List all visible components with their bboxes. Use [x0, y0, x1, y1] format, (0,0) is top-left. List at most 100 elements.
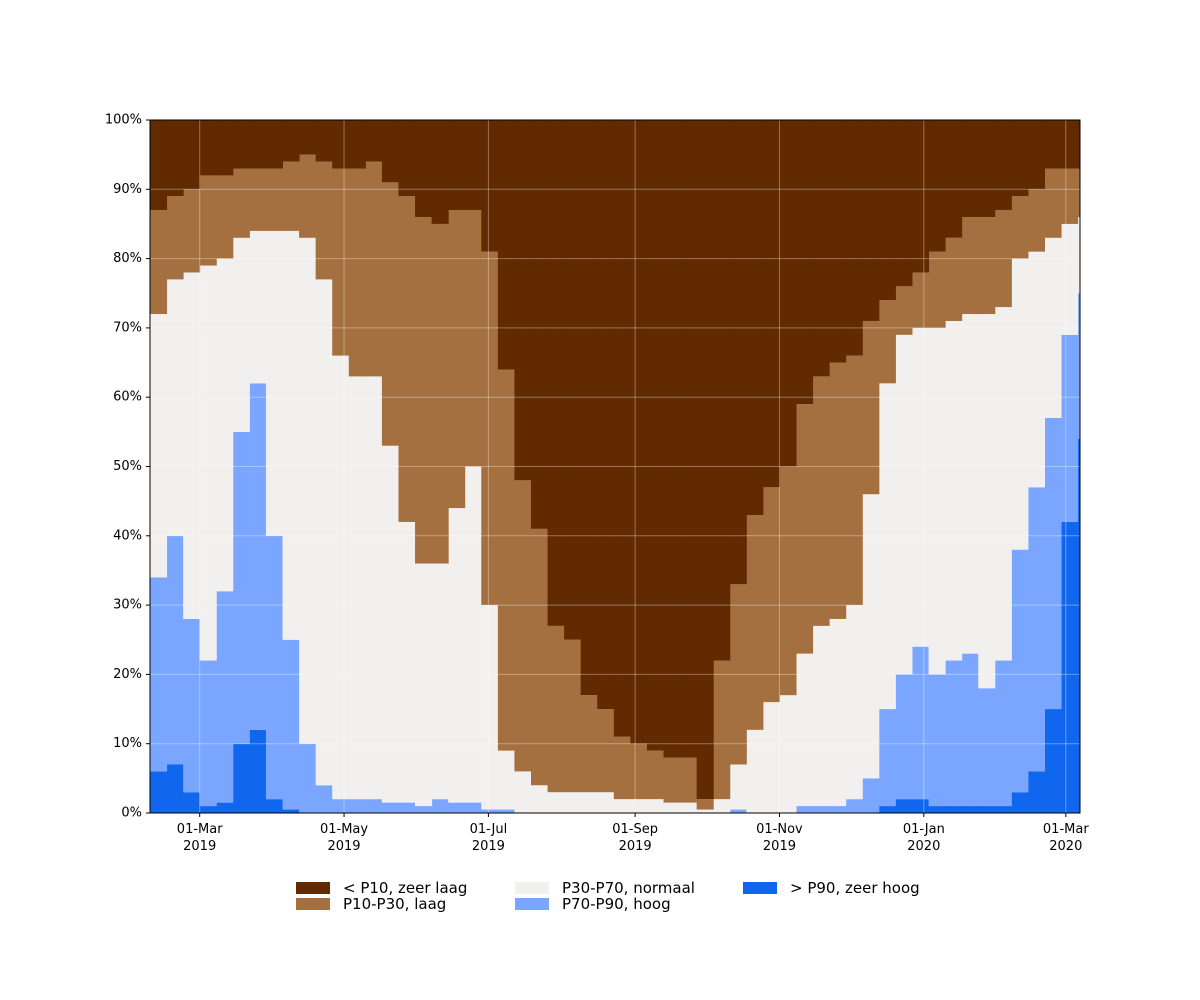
area-step	[448, 508, 466, 803]
area-step	[829, 806, 847, 813]
area-step	[183, 189, 201, 273]
area-step	[448, 210, 466, 509]
legend-label: > P90, zeer hoog	[790, 879, 920, 897]
area-step	[415, 120, 433, 218]
area-step	[348, 168, 366, 377]
area-step	[1044, 709, 1062, 813]
area-step	[630, 799, 648, 813]
area-step	[265, 799, 284, 813]
legend-item: < P10, zeer laag	[296, 879, 467, 897]
area-step	[547, 120, 565, 626]
area-step	[911, 646, 930, 800]
area-step	[199, 806, 217, 813]
area-step	[216, 120, 234, 176]
area-step	[265, 168, 284, 231]
y-tick-label: 70%	[113, 320, 142, 335]
area-step	[1044, 120, 1062, 169]
y-tick-label: 10%	[113, 736, 142, 751]
area-step	[829, 618, 847, 807]
area-step	[332, 120, 350, 169]
area-step	[928, 674, 946, 807]
area-step	[895, 286, 913, 335]
area-step	[199, 120, 217, 176]
area-step	[796, 404, 814, 654]
area-step	[862, 120, 880, 321]
area-step	[1027, 189, 1046, 252]
area-step	[265, 230, 284, 536]
area-step	[1027, 771, 1046, 813]
area-step	[448, 802, 466, 813]
area-step	[183, 792, 201, 813]
area-step	[613, 736, 631, 800]
area-step	[779, 466, 797, 696]
area-step	[332, 799, 350, 813]
area-step	[464, 466, 482, 803]
area-step	[746, 515, 764, 730]
area-step	[282, 230, 300, 640]
y-tick-label: 50%	[113, 459, 142, 474]
area-step	[398, 521, 416, 803]
area-step	[746, 120, 764, 516]
legend-label: P10-P30, laag	[343, 895, 447, 913]
x-tick-label: 01-Mar 2019	[176, 822, 223, 854]
area-step	[216, 175, 234, 259]
legend-label: P70-P90, hoog	[562, 895, 671, 913]
area-step	[365, 161, 383, 377]
legend-item: P70-P90, hoog	[515, 895, 671, 913]
area-step	[961, 806, 979, 813]
area-step	[796, 120, 814, 405]
area-step	[464, 802, 482, 813]
plot-frame	[149, 119, 1081, 814]
area-step	[680, 802, 698, 813]
area-step	[895, 799, 913, 813]
area-step	[315, 279, 333, 786]
area-step	[166, 535, 184, 765]
area-step	[249, 729, 267, 813]
area-step	[961, 217, 979, 315]
area-step	[895, 674, 913, 800]
area-step	[663, 120, 681, 758]
area-step	[945, 806, 963, 813]
area-step	[1011, 258, 1029, 550]
area-step	[580, 792, 598, 813]
area-step	[663, 802, 681, 813]
x-tick-label: 01-Sep 2019	[612, 822, 658, 854]
area-step	[812, 376, 830, 626]
area-step	[796, 806, 814, 813]
area-step	[978, 806, 996, 813]
area-step	[646, 799, 665, 813]
area-step	[613, 120, 631, 737]
area-step	[497, 369, 515, 751]
area-step	[315, 785, 333, 813]
area-step	[282, 639, 300, 810]
area-step	[729, 764, 747, 810]
area-step	[150, 120, 168, 211]
area-step	[978, 314, 996, 689]
area-step	[1061, 168, 1079, 224]
area-step	[365, 799, 383, 813]
area-step	[398, 802, 416, 813]
area-step	[597, 120, 615, 710]
area-step	[994, 307, 1012, 661]
area-step	[945, 120, 963, 238]
area-step	[762, 120, 780, 488]
area-step	[282, 120, 300, 162]
area-step	[862, 320, 880, 495]
area-step	[1061, 120, 1079, 169]
x-tick-label: 01-Jul 2019	[469, 822, 508, 854]
y-tick-label: 20%	[113, 667, 142, 682]
area-step	[1077, 217, 1081, 294]
area-step	[713, 660, 731, 800]
area-step	[547, 625, 565, 793]
area-step	[630, 120, 648, 744]
area-step	[166, 279, 184, 536]
area-step	[481, 251, 499, 606]
area-step	[398, 196, 416, 522]
area-step	[779, 695, 797, 813]
area-step	[199, 265, 217, 661]
area-step	[994, 120, 1012, 211]
area-step	[829, 120, 847, 363]
area-step	[530, 785, 549, 813]
area-step	[845, 799, 863, 813]
